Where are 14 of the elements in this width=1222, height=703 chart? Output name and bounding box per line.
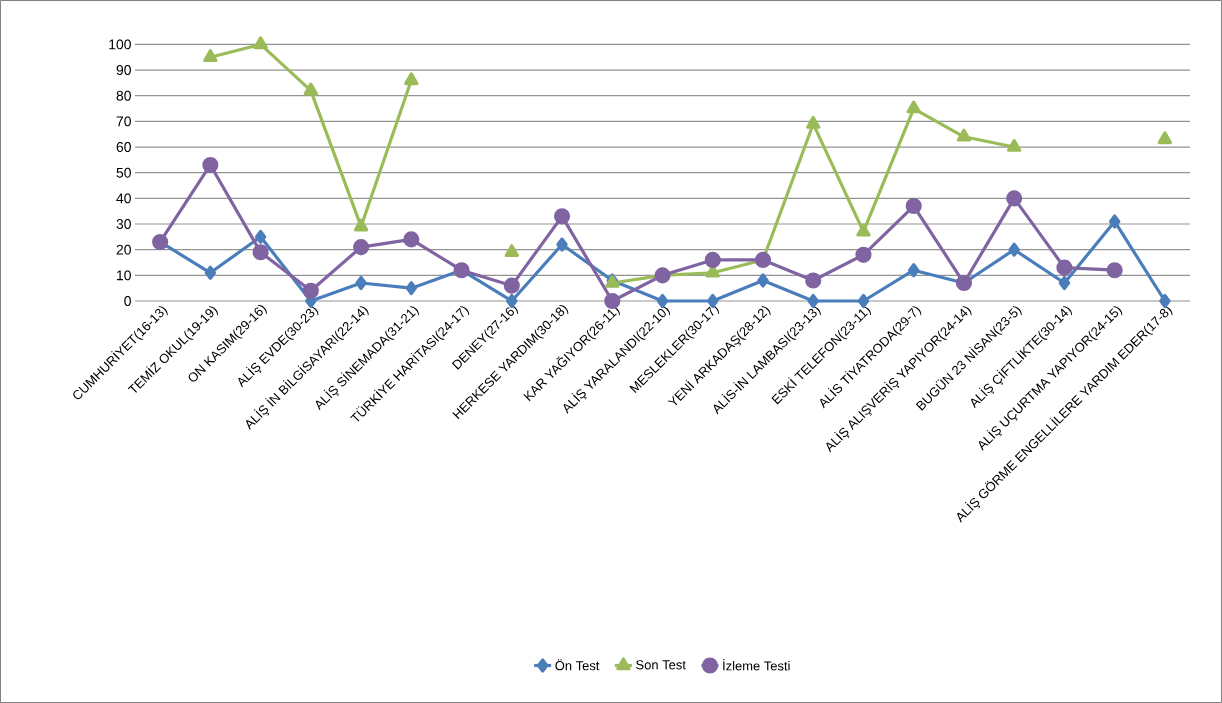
- y-tick-label: 90: [116, 65, 131, 75]
- y-tick-label: 10: [117, 270, 131, 281]
- y-tick-label: 70: [116, 116, 131, 127]
- y-tick-label: 50: [116, 167, 131, 178]
- y-tick-label: 100: [109, 39, 131, 50]
- legend-label: İzleme Testi: [723, 659, 790, 671]
- legend-label: Ön Test: [555, 659, 600, 671]
- y-tick-label: 40: [116, 193, 131, 204]
- y-tick-label: 0: [124, 296, 131, 306]
- y-tick-label: 20: [116, 244, 131, 255]
- legend-label: Son Test: [636, 660, 686, 670]
- y-tick-label: 60: [116, 142, 131, 152]
- y-tick-label: 80: [116, 90, 131, 101]
- y-tick-label: 30: [116, 219, 131, 229]
